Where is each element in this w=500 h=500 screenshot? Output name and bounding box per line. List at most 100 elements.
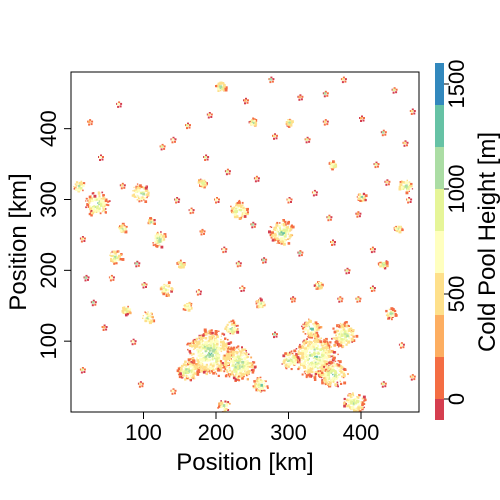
cell: [362, 395, 366, 399]
cell: [199, 361, 203, 365]
cell: [247, 356, 249, 358]
cell: [286, 353, 290, 356]
cell: [294, 356, 297, 358]
cell: [310, 345, 312, 347]
cell: [383, 267, 387, 270]
cell: [238, 217, 242, 220]
cell: [408, 186, 410, 188]
cell: [162, 292, 165, 296]
cell: [340, 366, 344, 369]
cell: [203, 179, 206, 182]
cell: [144, 318, 147, 321]
cell: [343, 404, 346, 408]
cell: [226, 347, 230, 350]
cell: [119, 225, 121, 227]
cell: [188, 364, 192, 368]
cell: [98, 195, 101, 197]
colorbar-title: Cold Pool Height [m]: [474, 132, 500, 352]
cell: [176, 369, 180, 373]
cell: [202, 359, 205, 362]
cell: [409, 188, 411, 190]
cell: [200, 179, 204, 183]
cell: [343, 324, 346, 328]
cell: [75, 188, 78, 191]
cold-pool: [109, 250, 125, 265]
cell: [221, 345, 224, 348]
cell: [160, 237, 162, 239]
cell: [291, 360, 295, 364]
cell: [231, 327, 233, 329]
cell: [144, 189, 148, 192]
cell: [158, 239, 162, 243]
cell: [206, 360, 208, 362]
cell: [292, 355, 296, 359]
cell: [311, 361, 314, 364]
cell: [212, 371, 215, 375]
cell: [98, 197, 101, 200]
cell: [233, 327, 237, 331]
cell: [237, 205, 240, 209]
cell: [217, 368, 220, 372]
cell: [91, 211, 95, 215]
cell: [156, 245, 159, 248]
cell: [345, 338, 347, 341]
cell: [218, 330, 220, 332]
cell: [121, 228, 124, 231]
cell: [363, 399, 366, 402]
cell: [307, 329, 310, 332]
cell: [141, 196, 144, 199]
cell: [238, 350, 241, 352]
cell: [167, 281, 171, 285]
cell: [338, 373, 340, 376]
cell: [322, 354, 326, 357]
cell: [192, 341, 195, 344]
cell: [303, 340, 305, 342]
cell: [103, 194, 105, 197]
cell: [112, 259, 115, 262]
cell: [278, 225, 281, 228]
cell: [139, 191, 142, 194]
cell: [304, 359, 307, 362]
cell: [325, 367, 328, 369]
cell: [312, 342, 315, 346]
cell: [213, 363, 216, 366]
cell: [345, 403, 347, 405]
cell: [287, 365, 290, 368]
cell: [314, 333, 317, 337]
cell: [102, 202, 106, 205]
cell: [228, 348, 230, 350]
cell: [255, 388, 259, 392]
cell: [289, 118, 291, 121]
cell: [183, 304, 185, 307]
cell: [227, 346, 230, 349]
cell: [324, 376, 326, 379]
cell: [309, 346, 312, 349]
cell: [190, 302, 193, 305]
cell: [93, 205, 96, 208]
cell: [227, 401, 230, 403]
cell: [334, 377, 336, 379]
cell: [218, 364, 222, 368]
cell: [339, 373, 341, 376]
cold-pool-dot: [380, 381, 387, 388]
cell: [132, 193, 135, 196]
cell: [162, 285, 165, 288]
cell: [342, 340, 345, 343]
cell: [187, 358, 191, 362]
cell: [286, 226, 289, 229]
cell: [144, 200, 148, 203]
cell: [226, 354, 229, 356]
cold-pool-dot: [261, 257, 268, 264]
cell: [138, 186, 142, 189]
cell: [237, 353, 239, 355]
cell: [161, 291, 164, 294]
cold-pool-dot: [406, 197, 413, 204]
cell: [259, 389, 261, 392]
cold-pool-dot: [137, 381, 144, 388]
cell: [187, 308, 191, 312]
cell: [136, 186, 139, 189]
cell: [238, 365, 241, 367]
cold-pool-dot: [337, 296, 344, 303]
cell: [137, 196, 139, 198]
cell: [334, 375, 337, 378]
